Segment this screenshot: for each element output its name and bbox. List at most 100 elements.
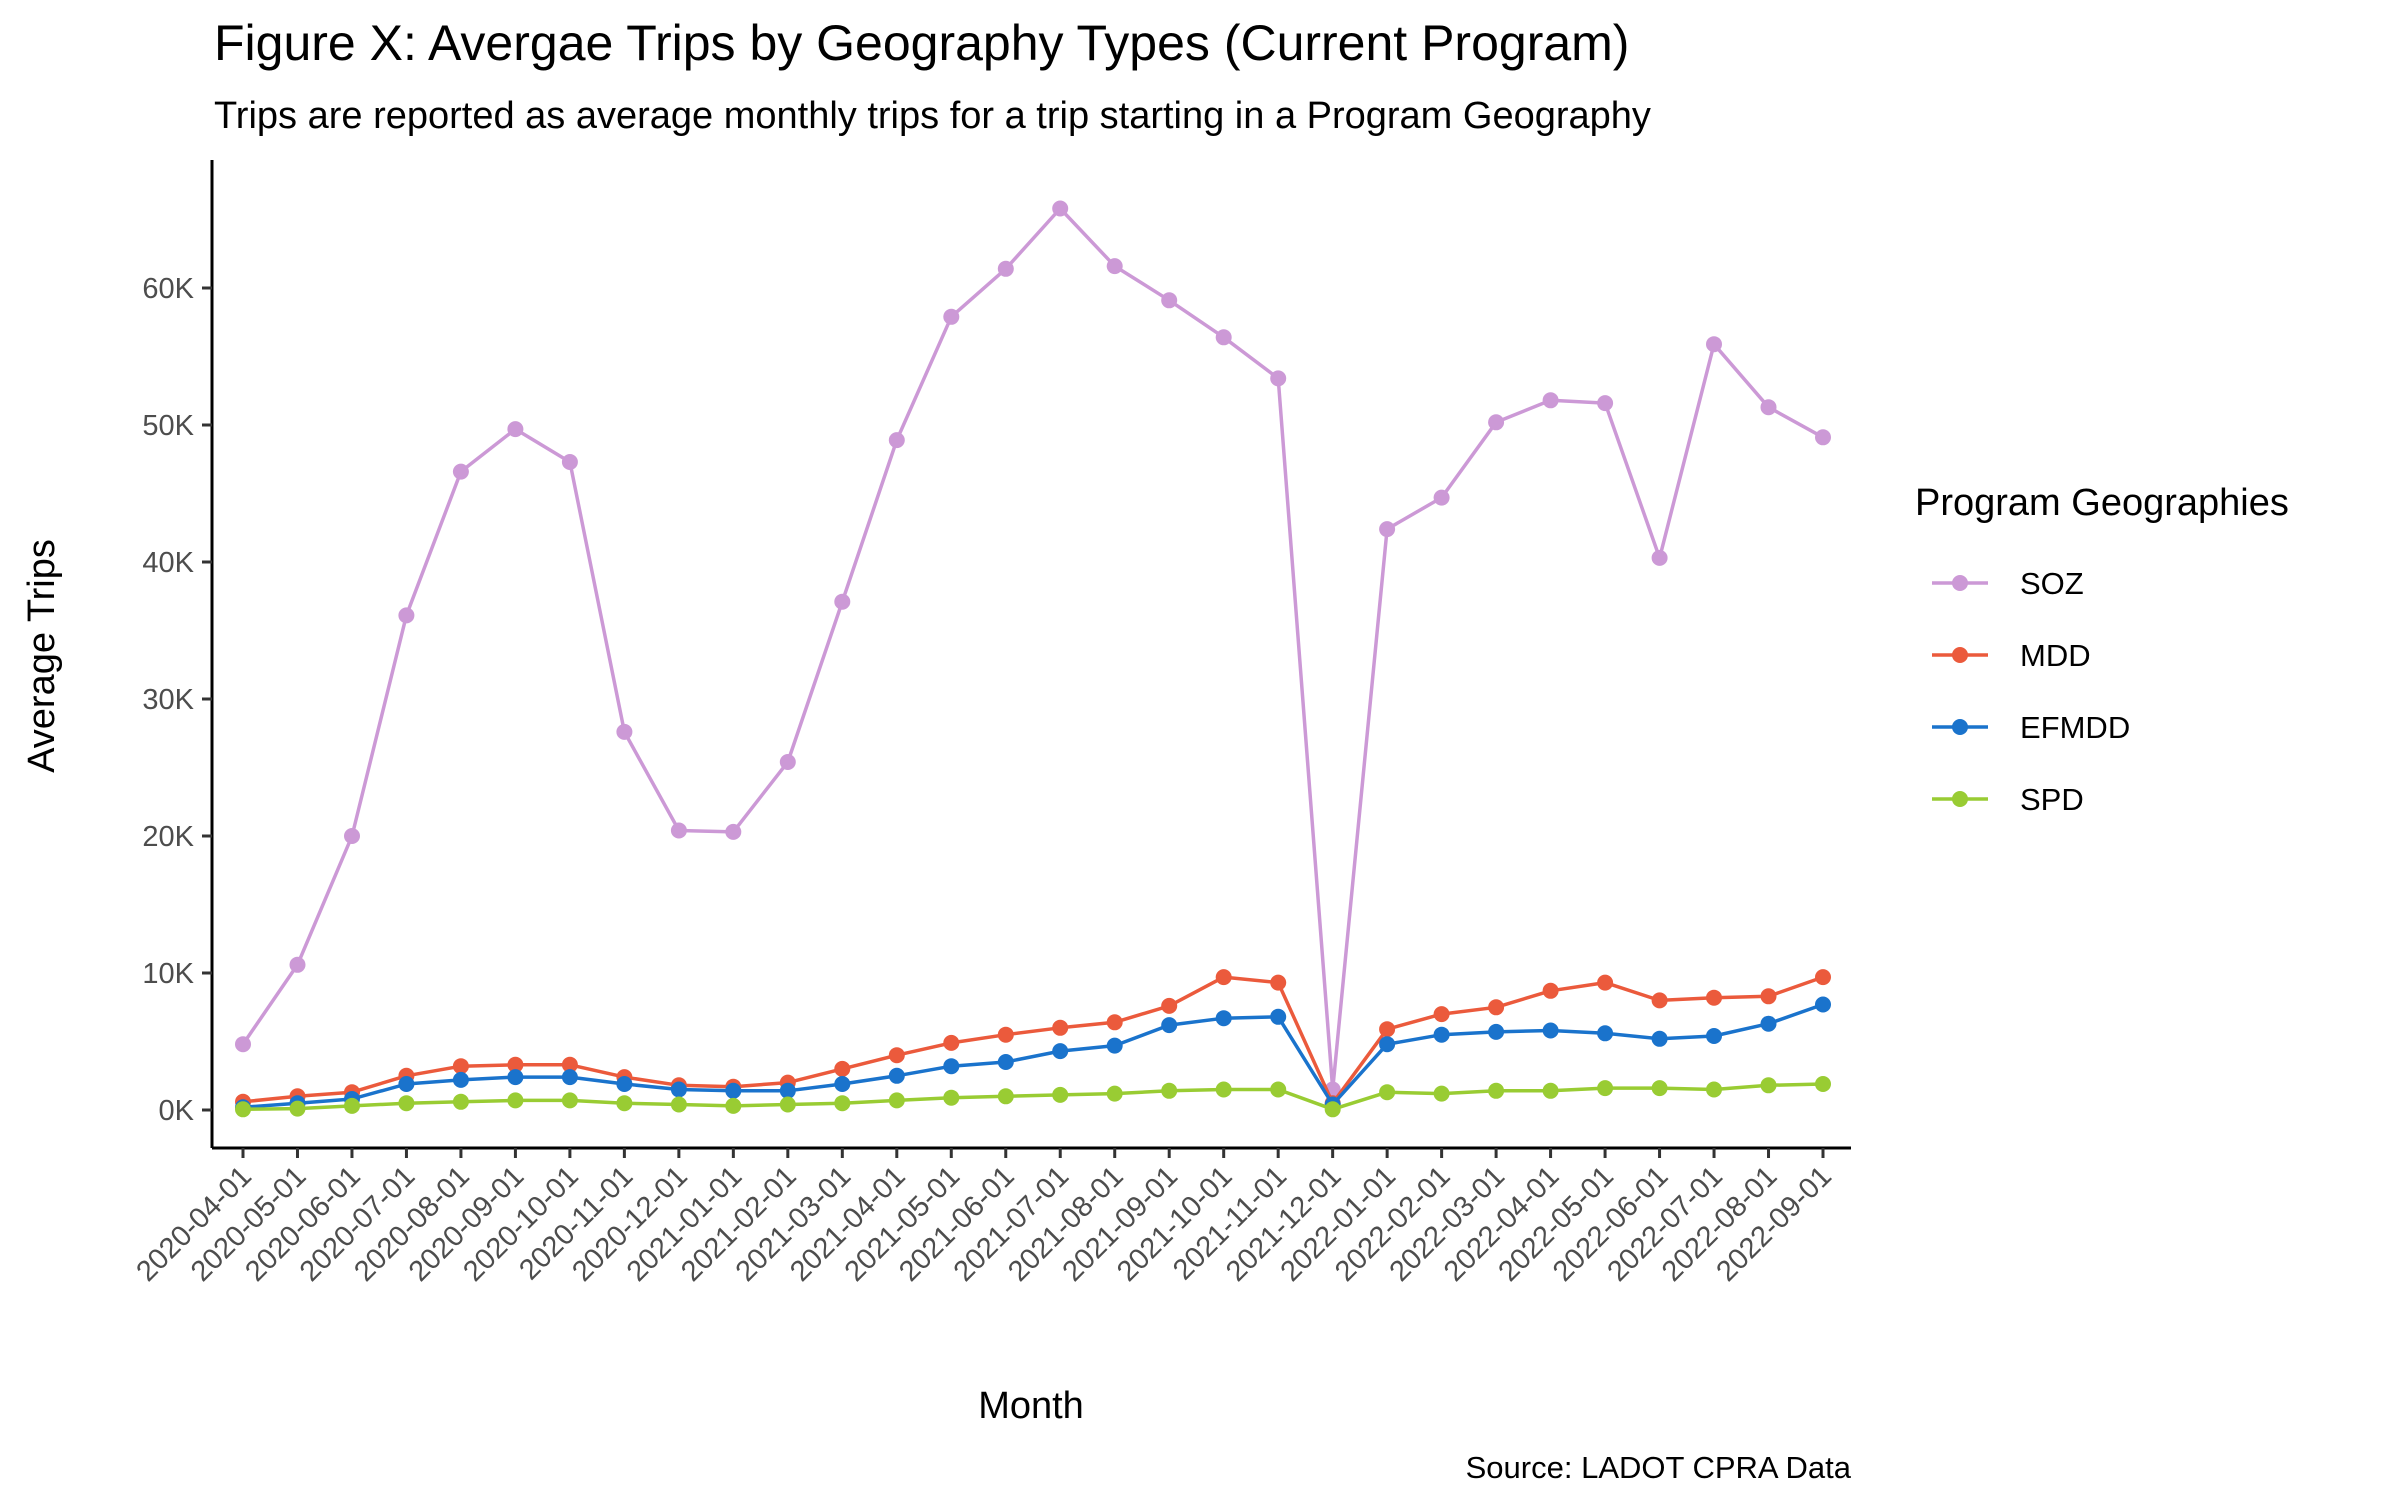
data-point-efmdd — [725, 1082, 742, 1099]
data-point-efmdd — [1052, 1043, 1069, 1060]
chart-subtitle: Trips are reported as average monthly tr… — [214, 95, 1651, 137]
series-soz — [235, 200, 1831, 1098]
legend-key-point — [1952, 575, 1968, 591]
data-point-spd — [1597, 1080, 1614, 1097]
x-axis-ticks: 2020-04-012020-05-012020-06-012020-07-01… — [130, 1148, 1838, 1288]
data-point-efmdd — [1379, 1036, 1396, 1053]
legend-label: MDD — [2020, 638, 2091, 673]
legend-label: EFMDD — [2020, 710, 2130, 745]
data-point-spd — [1488, 1082, 1505, 1099]
data-point-soz — [1433, 489, 1450, 506]
legend-items: SOZ MDD EFMDD SPD — [1932, 566, 2130, 817]
series-efmdd — [235, 996, 1831, 1116]
data-point-soz — [997, 260, 1014, 277]
legend: Program Geographies SOZ MDD EFMDD SPD — [1915, 482, 2289, 817]
data-point-soz — [834, 593, 851, 610]
data-point-efmdd — [1706, 1028, 1722, 1044]
data-point-spd — [779, 1096, 796, 1113]
data-point-mdd — [1651, 992, 1668, 1009]
data-point-efmdd — [1760, 1015, 1777, 1032]
y-tick-label: 10K — [142, 958, 194, 990]
data-point-mdd — [1706, 989, 1722, 1006]
data-point-soz — [1215, 329, 1232, 346]
series-line-efmdd — [242, 1002, 1824, 1110]
data-point-efmdd — [616, 1076, 633, 1092]
data-point-efmdd — [561, 1069, 578, 1086]
data-point-spd — [1760, 1077, 1777, 1094]
data-point-mdd — [1542, 982, 1559, 999]
chart-title: Figure X: Avergae Trips by Geography Typ… — [214, 15, 1629, 71]
data-point-efmdd — [779, 1082, 796, 1099]
data-point-soz — [1597, 395, 1614, 412]
data-point-efmdd — [1270, 1008, 1287, 1025]
data-point-spd — [1815, 1076, 1831, 1092]
data-point-spd — [1706, 1081, 1722, 1098]
data-point-soz — [943, 308, 960, 325]
data-point-spd — [997, 1088, 1014, 1105]
y-axis-ticks: 0K 10K 20K 30K 40K 50K 60K — [142, 273, 212, 1127]
data-point-soz — [398, 607, 415, 624]
data-point-efmdd — [1106, 1037, 1123, 1054]
data-point-efmdd — [1651, 1030, 1668, 1047]
data-point-mdd — [1760, 988, 1777, 1005]
y-tick-label: 40K — [142, 547, 194, 579]
data-point-efmdd — [670, 1081, 687, 1098]
data-point-soz — [1052, 200, 1069, 217]
y-tick-label: 30K — [142, 684, 194, 716]
series-line-mdd — [242, 975, 1824, 1105]
plot-area: 0K 10K 20K 30K 40K 50K 60K 2020-04-012020-05-0… — [130, 160, 1851, 1288]
y-tick-label: 20K — [142, 821, 194, 853]
data-point-efmdd — [507, 1069, 524, 1086]
series-line-soz — [241, 206, 1824, 1092]
legend-item-soz: SOZ — [1932, 566, 2084, 601]
data-point-efmdd — [1215, 1010, 1232, 1027]
data-point-soz — [1760, 399, 1777, 416]
data-point-mdd — [1215, 969, 1232, 986]
data-point-soz — [779, 754, 796, 770]
data-point-efmdd — [1433, 1026, 1450, 1043]
data-point-soz — [289, 956, 306, 973]
legend-key-point — [1952, 719, 1968, 735]
data-point-soz — [344, 828, 360, 844]
data-point-mdd — [834, 1060, 851, 1077]
data-point-soz — [452, 463, 469, 480]
data-point-spd — [235, 1101, 251, 1118]
legend-label: SOZ — [2020, 566, 2084, 601]
legend-key-point — [1952, 791, 1968, 807]
data-point-soz — [725, 823, 742, 840]
data-point-mdd — [888, 1047, 905, 1064]
data-point-soz — [1815, 429, 1831, 446]
data-point-spd — [1433, 1085, 1450, 1102]
data-point-soz — [1270, 370, 1287, 387]
data-point-soz — [616, 723, 633, 740]
data-point-mdd — [561, 1056, 578, 1073]
data-point-soz — [235, 1036, 251, 1053]
y-tick-label: 0K — [159, 1095, 195, 1127]
data-point-mdd — [1433, 1006, 1450, 1023]
y-tick-label: 60K — [142, 273, 194, 305]
legend-item-mdd: MDD — [1932, 638, 2091, 673]
data-point-efmdd — [997, 1054, 1014, 1070]
data-point-spd — [888, 1092, 905, 1109]
data-point-spd — [943, 1089, 960, 1106]
data-point-efmdd — [1488, 1023, 1505, 1040]
data-point-spd — [1542, 1082, 1559, 1099]
data-point-spd — [1270, 1081, 1287, 1098]
data-point-efmdd — [398, 1076, 415, 1092]
series-mdd — [235, 969, 1831, 1112]
data-point-spd — [452, 1093, 469, 1110]
legend-key-point — [1952, 647, 1968, 663]
data-point-efmdd — [1815, 996, 1831, 1013]
data-point-spd — [616, 1095, 633, 1112]
data-point-efmdd — [1161, 1017, 1178, 1034]
data-point-mdd — [1597, 974, 1614, 991]
data-point-spd — [507, 1092, 524, 1109]
data-point-soz — [1161, 292, 1178, 309]
data-point-mdd — [1815, 969, 1831, 986]
data-point-soz — [507, 421, 524, 438]
data-point-spd — [1324, 1101, 1341, 1118]
data-point-soz — [888, 432, 905, 449]
legend-item-efmdd: EFMDD — [1932, 710, 2130, 745]
data-point-soz — [1651, 549, 1668, 566]
data-point-mdd — [507, 1056, 524, 1073]
